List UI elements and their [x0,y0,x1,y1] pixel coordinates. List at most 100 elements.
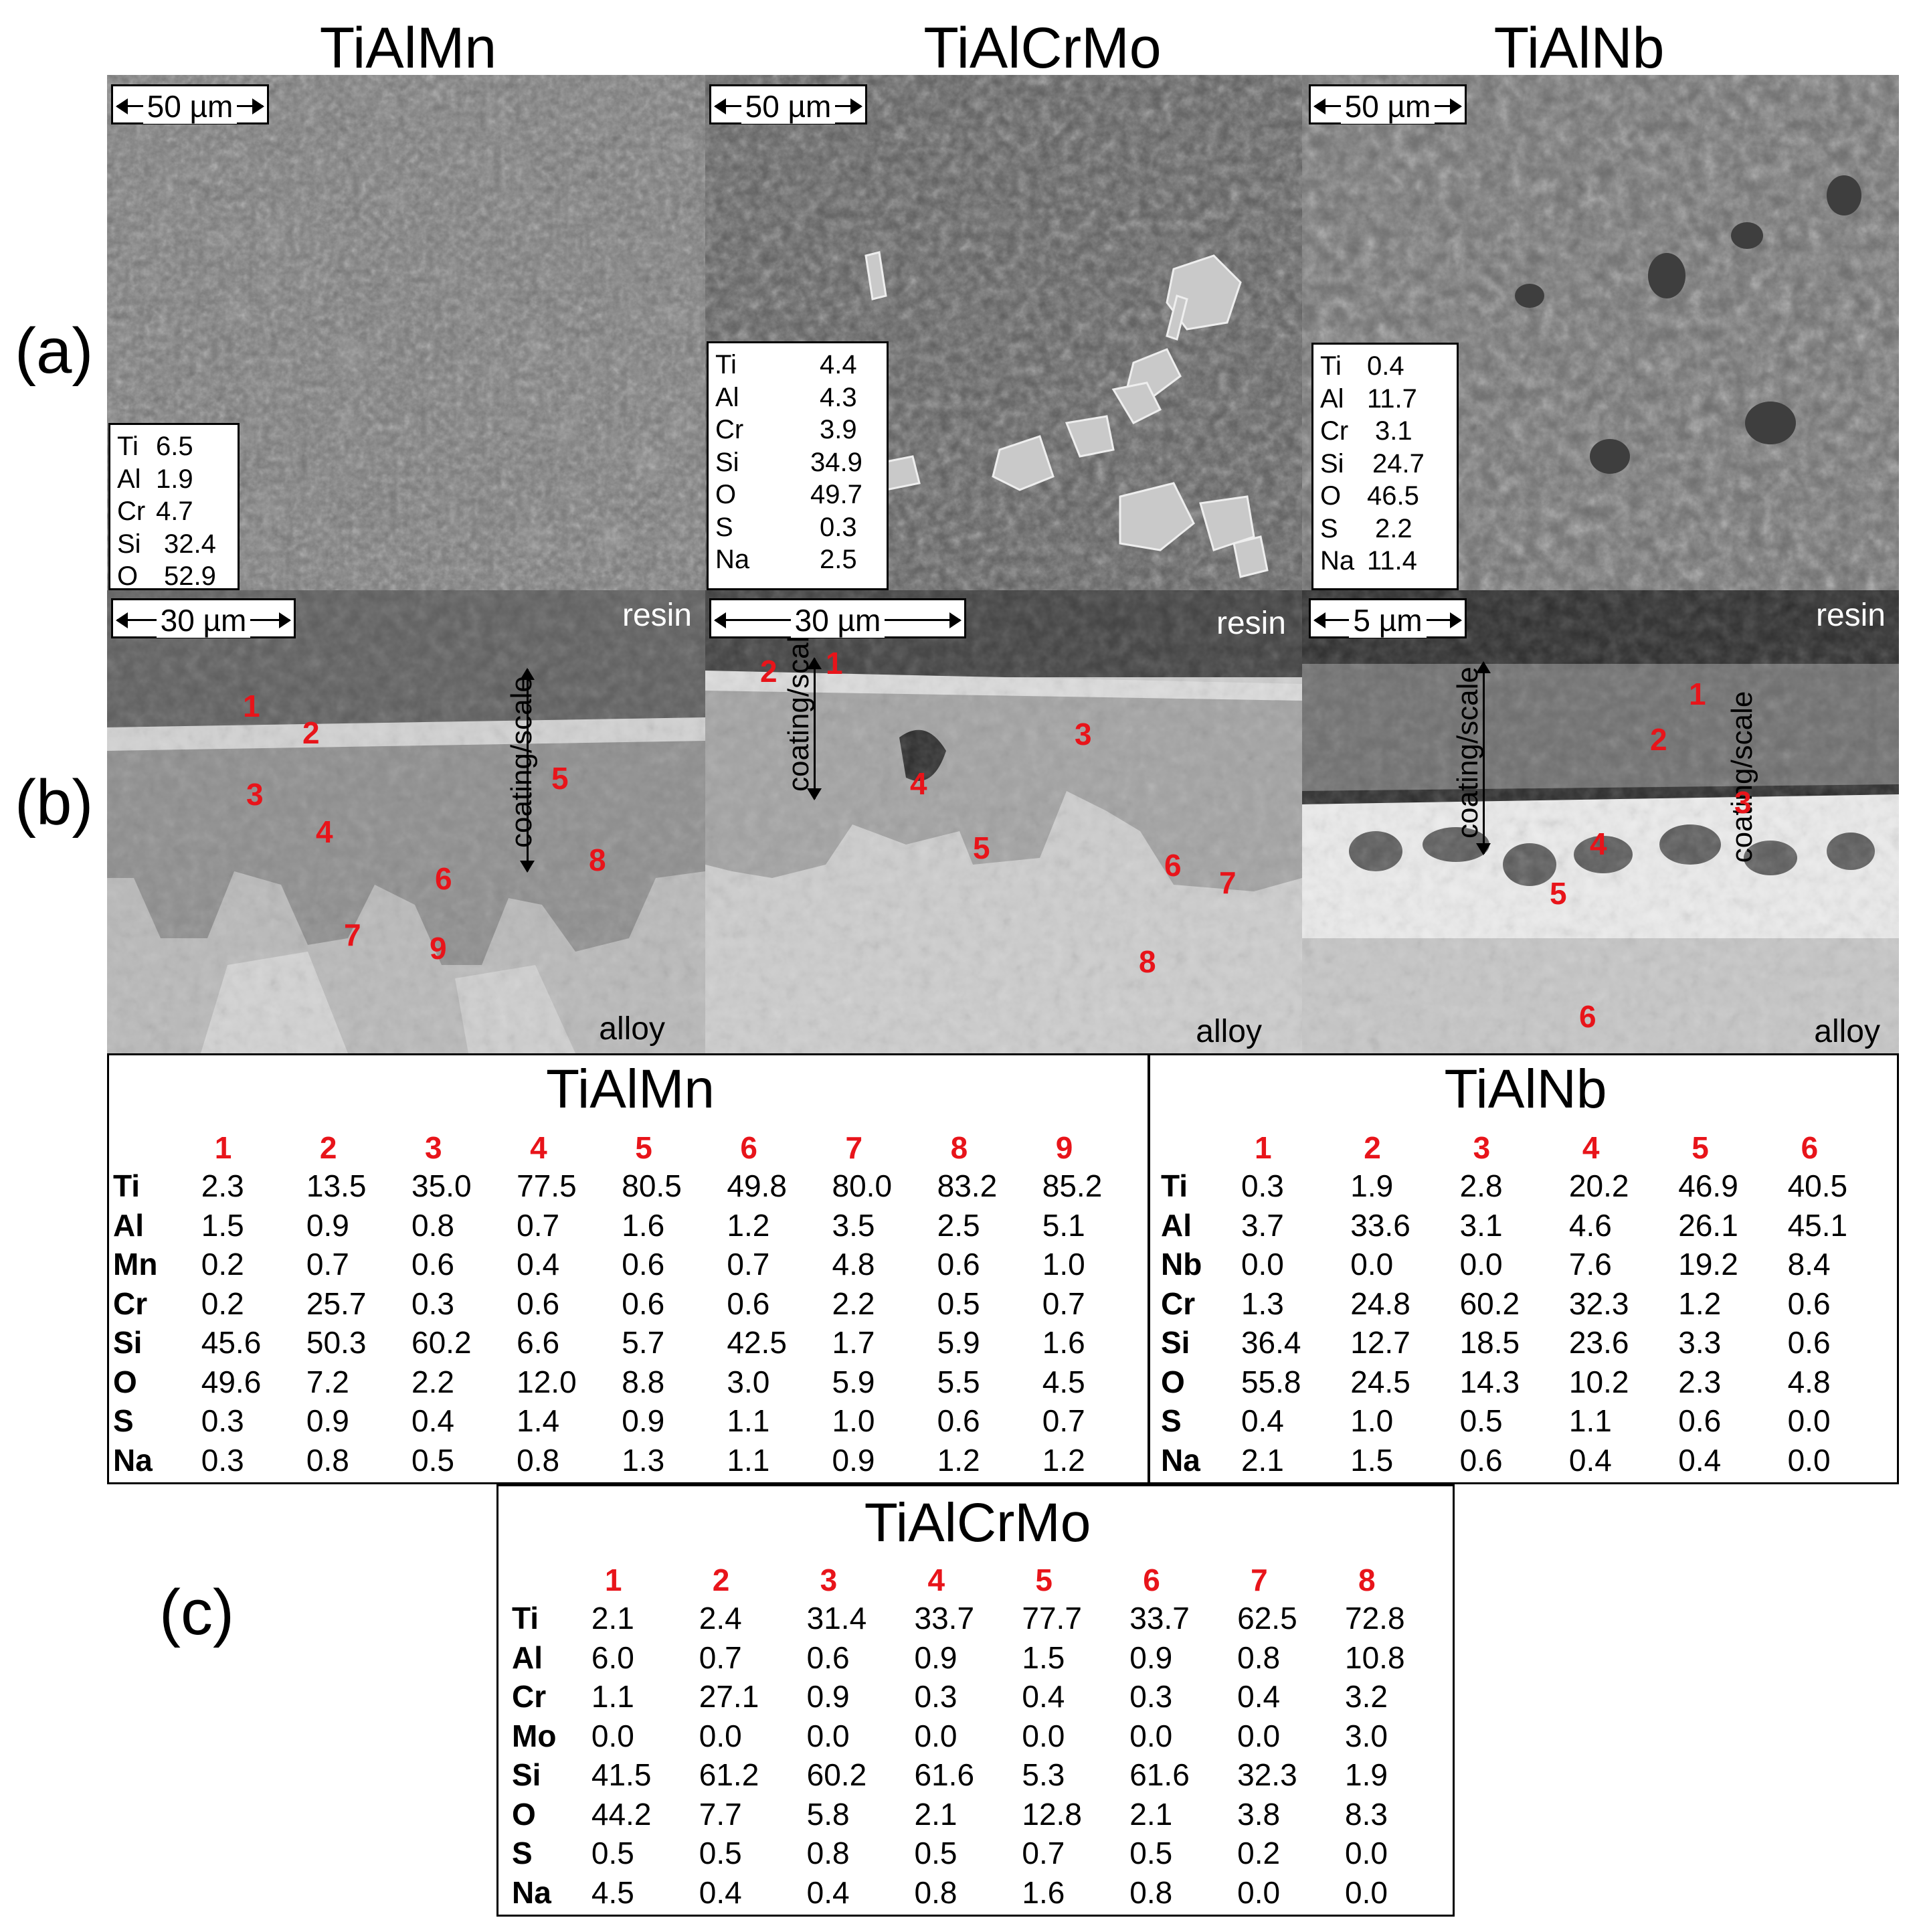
table-cell: 0.6 [517,1286,560,1321]
table-cell: 31.4 [806,1601,867,1636]
table-cell: 5.9 [832,1364,875,1399]
table-cell: 0.0 [1787,1442,1831,1478]
point-marker: 1 [1689,677,1706,711]
point-column-header: 7 [1251,1563,1268,1597]
table-cell: 0.8 [517,1442,560,1478]
point-column-header: 2 [1364,1130,1381,1165]
sem-cross-section-tialnb: 5 µm resin alloy coating/scale coating/s… [1302,590,1899,1053]
table-row: Al 1.5 0.9 0.8 0.7 1.6 1.2 3.5 2.5 5.1 [113,1206,1148,1245]
table-cell: 1.3 [622,1442,665,1478]
table-cell: 0.5 [1129,1836,1173,1871]
sem-surface-tialmn: 50 µm Ti 6.5 Al 1.9 Cr 4.7 Si 32.4 O 52.9 [107,75,705,590]
table-cell: 0.6 [1787,1325,1831,1360]
table-cell: 0.4 [517,1247,560,1282]
table-cell: 0.5 [937,1286,980,1321]
sem-surface-tialcrmo: 50 µm Ti 4.4 Al 4.3 Cr 3.9 Si 34.9 O 49.7 S 0.… [705,75,1302,590]
table-title: TiAlNb [1444,1059,1607,1120]
table-cell: 0.5 [1459,1403,1503,1439]
table-cell: 0.7 [699,1640,742,1675]
table-cell: 25.7 [306,1286,367,1321]
table-cell: 7.7 [699,1796,742,1832]
table-cell: 0.0 [699,1718,742,1753]
point-marker: 1 [243,689,260,723]
point-column-header: 3 [425,1130,442,1165]
table-cell: 0.7 [1022,1836,1065,1871]
label-coating-scale: coating/scale [782,620,815,792]
table-cell: 0.9 [914,1640,957,1675]
element-label: Cr [512,1679,547,1715]
element-label: S [113,1403,134,1439]
title-tialnb: TiAlNb [1493,16,1665,80]
table-cell: 6.6 [517,1325,560,1360]
point-column-header: 5 [635,1130,652,1165]
point-column-header: 2 [319,1130,337,1165]
table-cell: 0.9 [806,1679,850,1715]
table-cell: 83.2 [937,1168,998,1204]
table-cell: 0.0 [1787,1403,1831,1439]
table-cell: 32.3 [1237,1757,1297,1793]
table-cell: 60.2 [412,1325,472,1360]
table-cell: 0.0 [1241,1247,1284,1282]
table-tialnb: TiAlNb 1 2 3 4 5 6 Ti 0.3 1.9 2.8 20.2 46.9 40.5 Al 3.… [1148,1053,1899,1484]
table-cell: 0.7 [1042,1403,1085,1439]
point-column-header: 6 [740,1130,757,1165]
table-cell: 49.8 [727,1168,787,1204]
table-cell: 4.6 [1568,1207,1612,1243]
element-label: S [1161,1403,1182,1439]
table-cell: 55.8 [1241,1364,1301,1399]
table-cell: 35.0 [412,1168,472,1204]
table-cell: 0.6 [412,1247,454,1282]
table-row: Cr 1.3 24.8 60.2 32.3 1.2 0.6 [1161,1284,1897,1324]
table-cell: 0.3 [1129,1679,1173,1715]
table-cell: 32.3 [1568,1286,1629,1321]
table-cell: 46.9 [1678,1168,1738,1204]
composition-table: 1 2 3 4 5 6 7 8 Ti 2.1 2.4 31.4 33.7 77.7 33.7 62.5 72.8… [512,1561,1453,1912]
point-marker: 3 [246,777,264,812]
table-cell: 77.7 [1022,1601,1082,1636]
point-marker: 2 [1650,722,1667,757]
table-cell: 60.2 [1459,1286,1520,1321]
table-cell: 0.6 [1459,1442,1503,1478]
point-marker: 9 [430,931,447,966]
table-cell: 0.8 [412,1207,454,1243]
point-marker: 7 [344,917,361,952]
point-column-header: 8 [950,1130,968,1165]
scale-bar: 50 µm [111,84,269,124]
scale-bar: 5 µm [1309,598,1467,638]
table-row: Cr 0.2 25.7 0.3 0.6 0.6 0.6 2.2 0.5 0.7 [113,1284,1148,1324]
point-column-header: 6 [1801,1130,1819,1165]
table-row: Al 6.0 0.7 0.6 0.9 1.5 0.9 0.8 10.8 [512,1638,1453,1678]
table-cell: 0.2 [201,1286,244,1321]
double-arrow [520,668,535,873]
table-cell: 18.5 [1459,1325,1520,1360]
table-cell: 2.3 [1678,1364,1722,1399]
table-cell: 3.5 [832,1207,875,1243]
point-column-header: 9 [1055,1130,1073,1165]
table-cell: 0.0 [1350,1247,1394,1282]
table-cell: 1.6 [1022,1874,1065,1910]
element-label: Na [1161,1442,1200,1478]
label-resin: resin [622,598,692,633]
point-column-header: 1 [604,1563,622,1597]
table-row: Na 4.5 0.4 0.4 0.8 1.6 0.8 0.0 0.0 [512,1873,1453,1913]
table-cell: 5.5 [937,1364,980,1399]
point-marker: 6 [1164,848,1182,883]
table-cell: 1.0 [832,1403,875,1439]
element-label: Mo [512,1718,557,1753]
scale-bar: 50 µm [1309,84,1467,124]
table-cell: 1.9 [1350,1168,1394,1204]
table-cell: 1.0 [1042,1247,1085,1282]
table-cell: 49.6 [201,1364,262,1399]
point-marker: 2 [760,654,778,689]
point-column-header: 6 [1143,1563,1160,1597]
element-label: Ti [512,1601,539,1636]
table-cell: 0.6 [806,1640,850,1675]
table-cell: 0.0 [1237,1718,1281,1753]
table-cell: 24.5 [1350,1364,1410,1399]
table-cell: 3.3 [1678,1325,1722,1360]
table-cell: 1.7 [832,1325,875,1360]
table-cell: 60.2 [806,1757,867,1793]
table-cell: 0.5 [914,1836,957,1871]
table-cell: 0.3 [201,1403,244,1439]
table-cell: 0.5 [591,1836,634,1871]
